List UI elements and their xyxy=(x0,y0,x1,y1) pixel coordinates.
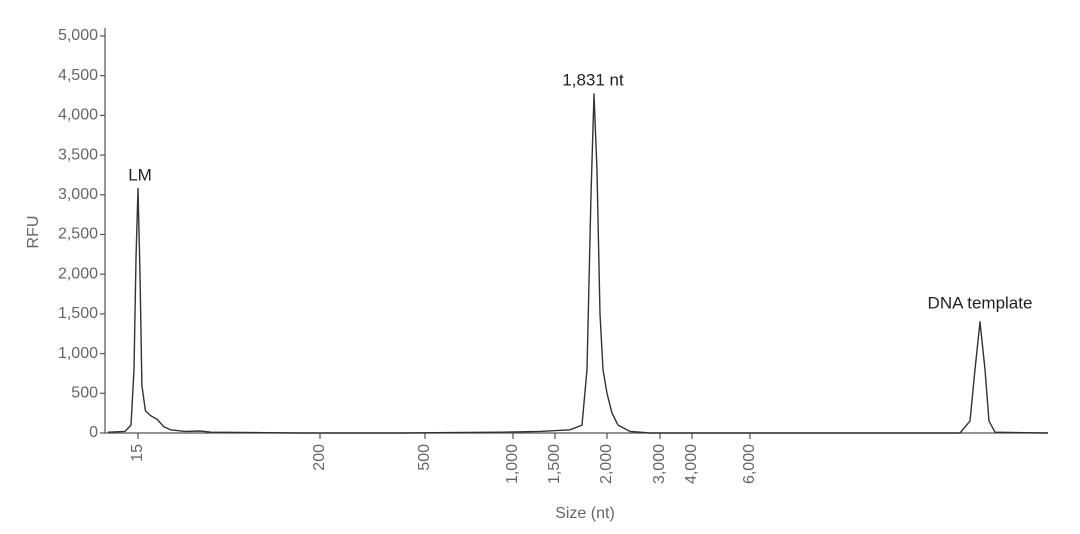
y-tick-label: 3,500 xyxy=(58,146,98,163)
y-tick-label: 500 xyxy=(71,385,98,402)
annotation: DNA template xyxy=(928,293,1033,312)
x-tick-label: 1,500 xyxy=(546,444,563,484)
y-axis-label: RFU xyxy=(25,216,42,249)
x-tick-label: 2,000 xyxy=(598,444,615,484)
y-tick-label: 0 xyxy=(89,424,98,441)
y-tick-label: 1,500 xyxy=(58,305,98,322)
x-tick-label: 500 xyxy=(416,444,433,471)
annotation: 1,831 nt xyxy=(562,70,624,89)
y-tick-label: 5,000 xyxy=(58,27,98,44)
y-tick-label: 1,000 xyxy=(58,345,98,362)
annotation: LM xyxy=(128,165,152,184)
y-tick-label: 4,000 xyxy=(58,107,98,124)
x-tick-label: 3,000 xyxy=(651,444,668,484)
y-tick-label: 2,000 xyxy=(58,265,98,282)
y-tick-label: 4,500 xyxy=(58,67,98,84)
x-tick-label: 1,000 xyxy=(504,444,521,484)
x-tick-label: 6,000 xyxy=(741,444,758,484)
x-axis-label: Size (nt) xyxy=(555,505,615,522)
x-tick-label: 4,000 xyxy=(683,444,700,484)
trace xyxy=(107,93,1049,434)
y-tick-label: 2,500 xyxy=(58,226,98,243)
x-tick-label: 200 xyxy=(311,444,328,471)
y-tick-label: 3,000 xyxy=(58,186,98,203)
x-tick-label: 15 xyxy=(129,444,146,462)
